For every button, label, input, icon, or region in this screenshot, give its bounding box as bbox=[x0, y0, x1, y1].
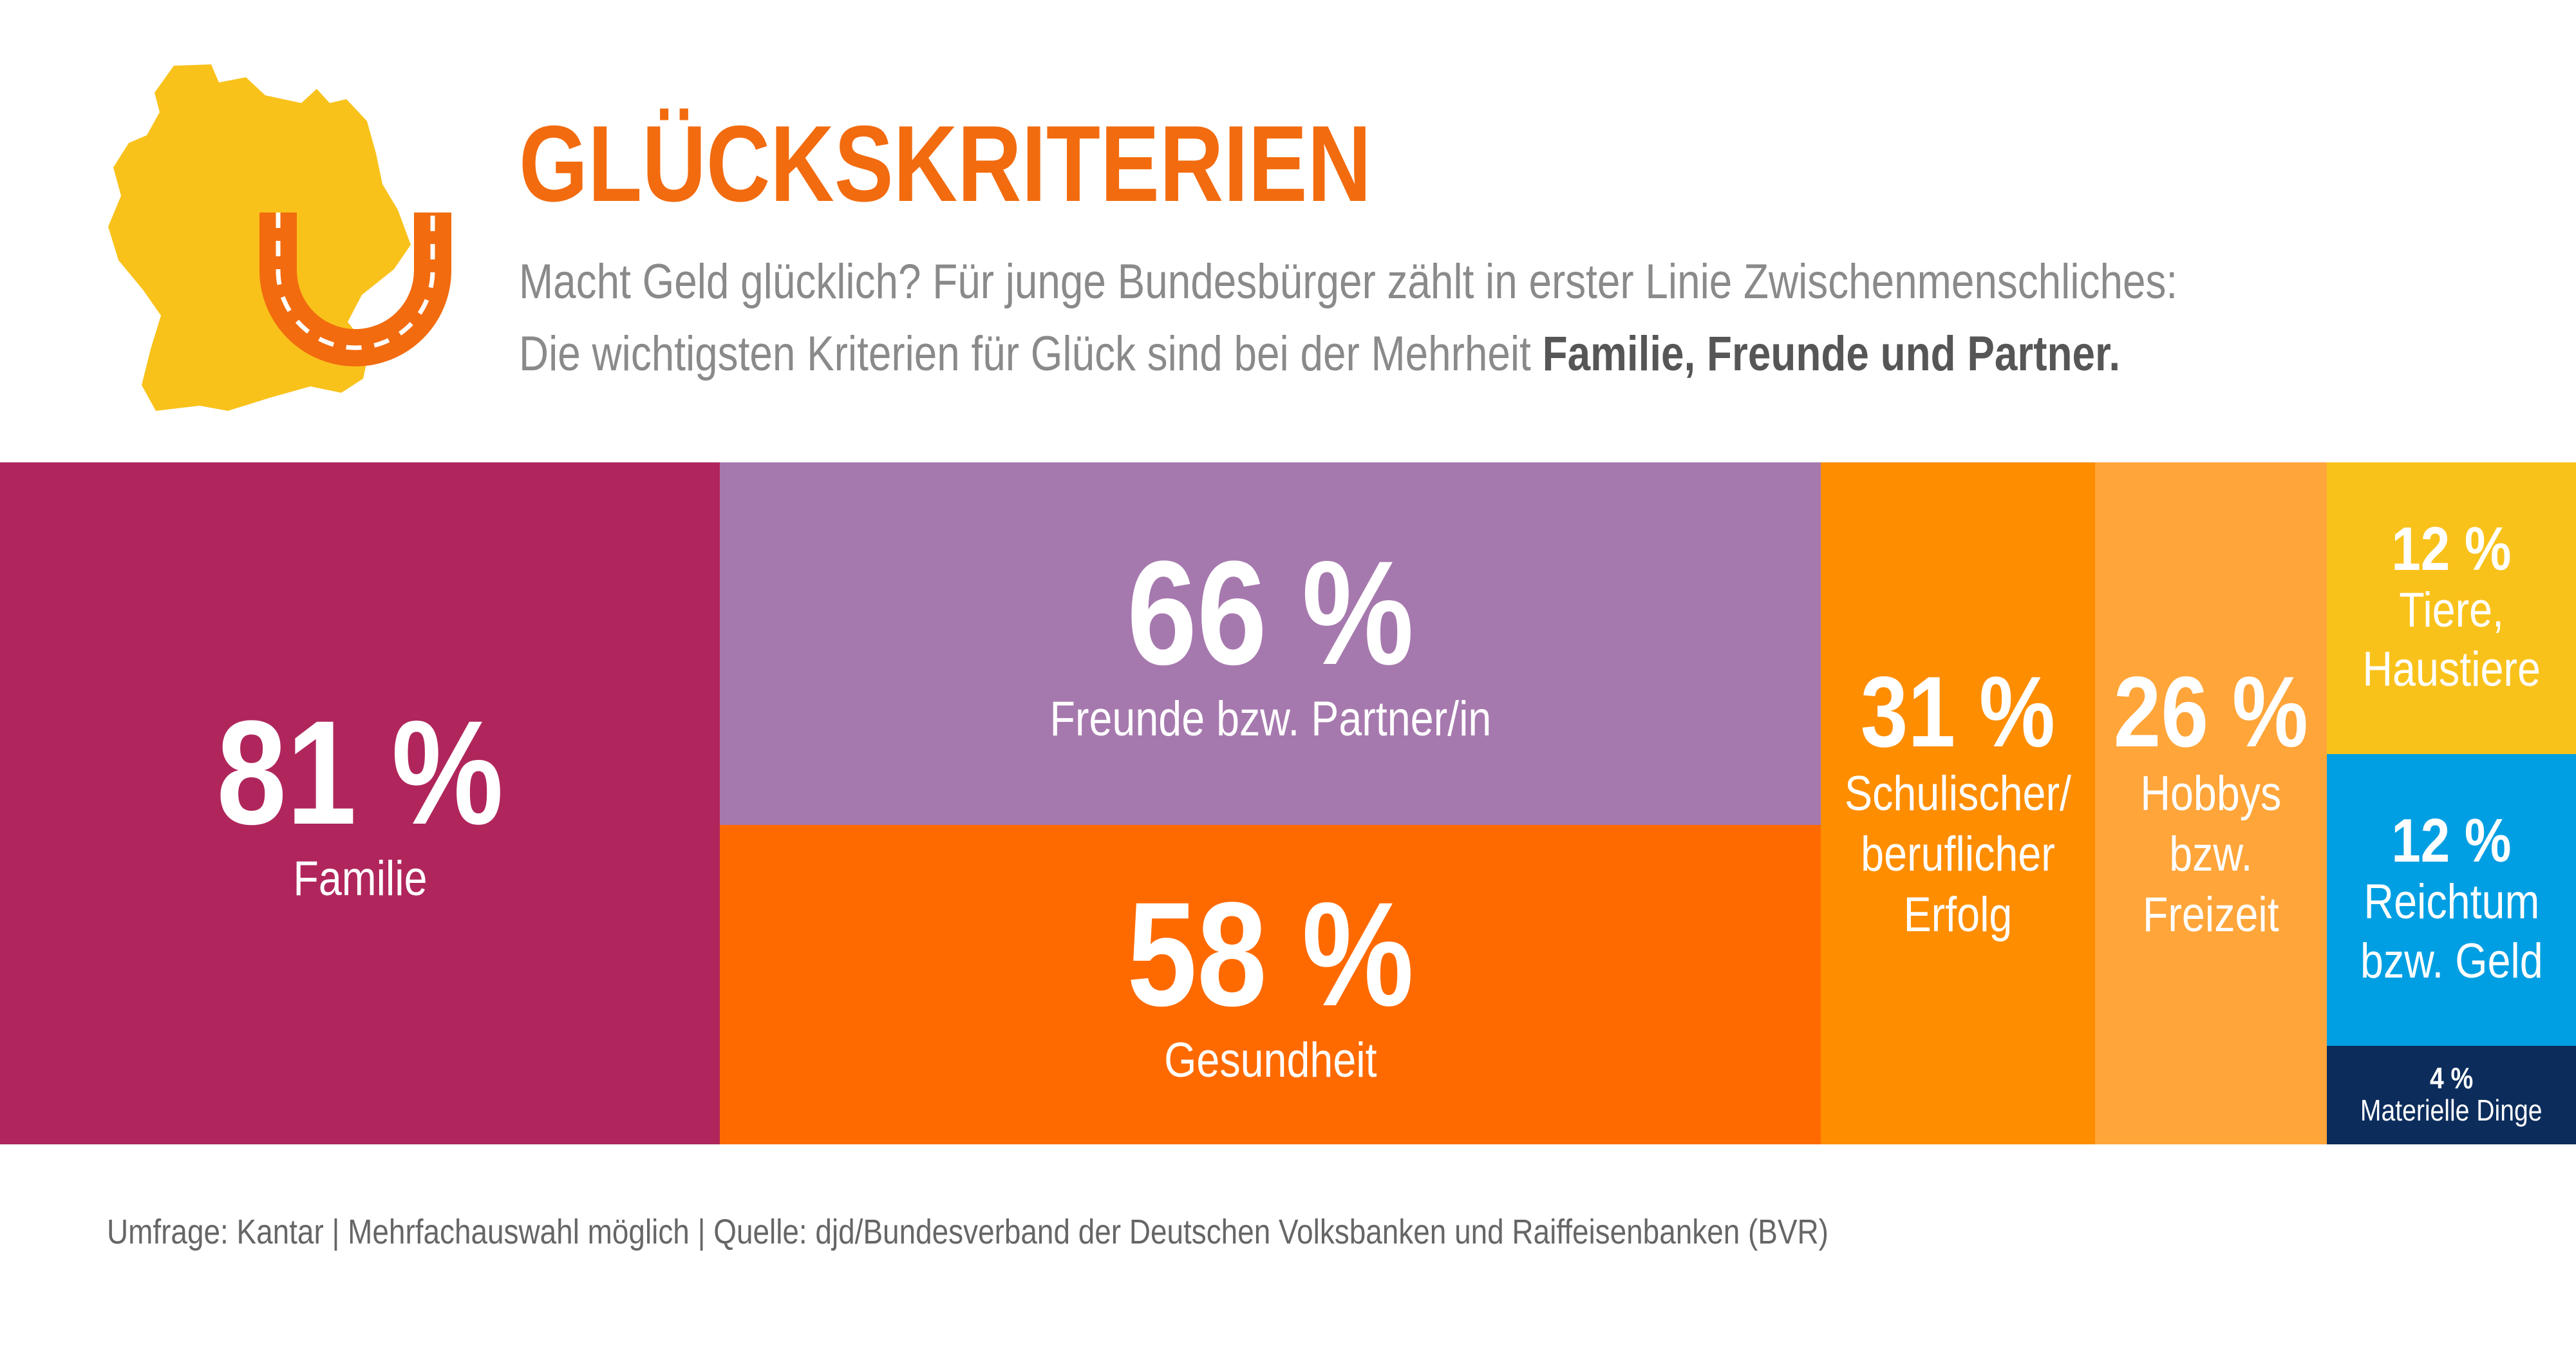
subtitle-line-2: Die wichtigsten Kriterien für Glück sind… bbox=[519, 318, 2120, 390]
tile-hobbys-label-line: bzw. bbox=[2169, 827, 2253, 882]
tile-familie-label: Familie bbox=[293, 848, 427, 910]
tile-erfolg-label-line: Erfolg bbox=[1903, 887, 2013, 942]
tile-gesundheit-value: 58 % bbox=[1127, 871, 1414, 1037]
tile-familie: 81 % Familie bbox=[0, 462, 720, 1144]
treemap-chart: 81 % Familie 66 % Freunde bzw. Partner/in 58… bbox=[0, 462, 2576, 1144]
tile-freunde-label-line: Freunde bzw. Partner/in bbox=[1049, 692, 1491, 746]
tile-reichtum-label: Reichtum bzw. Geld bbox=[2360, 873, 2543, 991]
tile-materielle-label-line: Materielle Dinge bbox=[2360, 1093, 2543, 1127]
tile-erfolg-label: Schulischer/beruflicher Erfolg bbox=[1845, 764, 2071, 945]
subtitle-line-1: Macht Geld glücklich? Für junge Bundesbü… bbox=[519, 254, 2178, 309]
tile-hobbys-label: Hobbys bzw. Freizeit bbox=[2140, 764, 2281, 945]
tile-familie-label-line: Familie bbox=[292, 851, 428, 906]
tile-hobbys-value: 26 % bbox=[2113, 656, 2309, 768]
tile-reichtum-label-line: bzw. Geld bbox=[2360, 933, 2543, 989]
tile-tiere: 12 % Tiere, Haustiere bbox=[2327, 462, 2576, 754]
tile-reichtum-label-line: Reichtum bbox=[2364, 874, 2539, 929]
subtitle-line-2-bold: Familie, Freunde und Partner. bbox=[1542, 326, 2121, 381]
tile-freunde-label: Freunde bzw. Partner/in bbox=[1049, 688, 1491, 750]
tile-materielle-label: Materielle Dinge bbox=[2360, 1093, 2543, 1127]
page-title: GLÜCKSKRITERIEN bbox=[519, 103, 1372, 224]
tile-erfolg-label-line: Schulischer/ bbox=[1845, 766, 2071, 821]
tile-familie-value: 81 % bbox=[216, 690, 503, 855]
tile-tiere-label-line: Haustiere bbox=[2362, 641, 2541, 697]
tile-erfolg: 31 % Schulischer/beruflicher Erfolg bbox=[1821, 462, 2095, 1144]
subtitle-line-2-plain: Die wichtigsten Kriterien für Glück sind… bbox=[519, 326, 1543, 381]
tile-freunde: 66 % Freunde bzw. Partner/in bbox=[720, 462, 1821, 825]
tile-materielle-value: 4 % bbox=[2429, 1061, 2474, 1095]
tile-tiere-label-line: Tiere, bbox=[2399, 582, 2504, 638]
tile-gesundheit: 58 % Gesundheit bbox=[720, 825, 1821, 1144]
tile-hobbys-label-line: Hobbys bbox=[2140, 766, 2282, 821]
tile-tiere-label: Tiere, Haustiere bbox=[2362, 581, 2540, 699]
tile-freunde-value: 66 % bbox=[1127, 530, 1414, 695]
tile-hobbys-label-line: Freizeit bbox=[2143, 887, 2279, 942]
tile-erfolg-label-line: beruflicher bbox=[1861, 827, 2055, 882]
tile-materielle: 4 % Materielle Dinge bbox=[2327, 1046, 2576, 1144]
tile-reichtum-value: 12 % bbox=[2391, 806, 2512, 875]
tile-hobbys: 26 % Hobbys bzw. Freizeit bbox=[2095, 462, 2327, 1144]
tile-erfolg-value: 31 % bbox=[1860, 656, 2056, 768]
source-footer: Umfrage: Kantar | Mehrfachauswahl möglic… bbox=[107, 1213, 1829, 1251]
horseshoe-icon bbox=[259, 213, 451, 366]
hero-illustration bbox=[108, 64, 451, 411]
tile-tiere-value: 12 % bbox=[2391, 514, 2512, 583]
tile-gesundheit-label-line: Gesundheit bbox=[1163, 1032, 1377, 1088]
page-subtitle: Macht Geld glücklich? Für junge Bundesbü… bbox=[519, 246, 2178, 390]
tile-gesundheit-label: Gesundheit bbox=[1164, 1030, 1377, 1092]
tile-reichtum: 12 % Reichtum bzw. Geld bbox=[2327, 754, 2576, 1046]
